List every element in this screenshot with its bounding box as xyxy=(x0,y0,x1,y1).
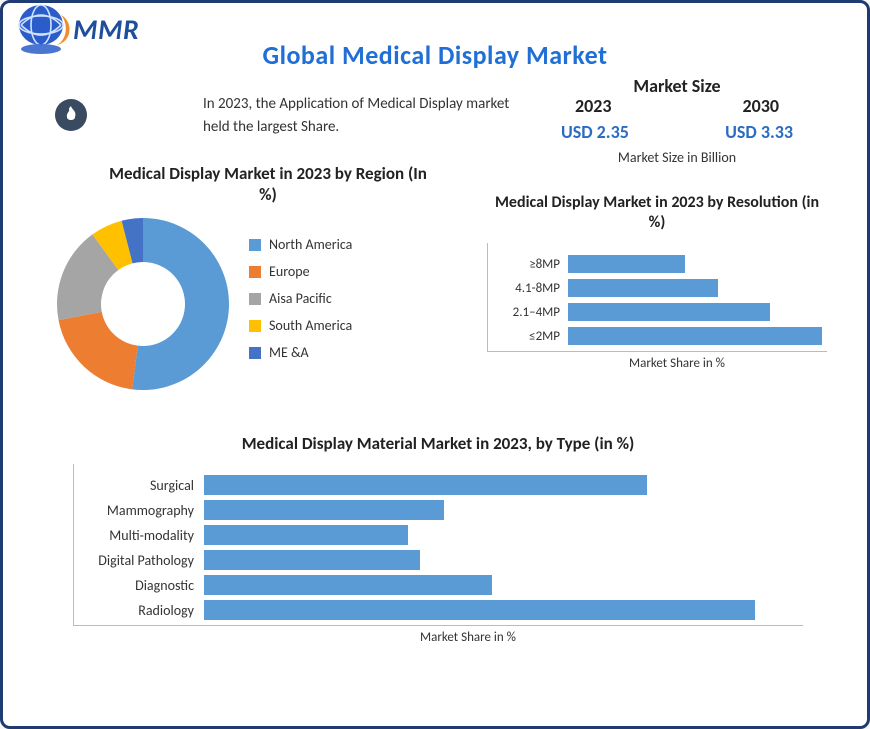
bar-track xyxy=(568,327,827,345)
type-bar-area: Surgical Mammography Multi-modality Digital… xyxy=(73,464,803,626)
legend-label: North America xyxy=(269,236,352,253)
report-frame: MMR Global Medical Display Market In 202… xyxy=(0,0,870,729)
resolution-axis-caption: Market Share in % xyxy=(527,356,827,371)
market-size-heading: Market Size xyxy=(547,75,807,97)
bar-track xyxy=(204,575,803,595)
page-title: Global Medical Display Market xyxy=(21,39,849,71)
resolution-bar-row: ≤2MP xyxy=(488,327,827,345)
legend-item: North America xyxy=(249,236,352,253)
bar-label: Digital Pathology xyxy=(74,552,204,569)
legend-label: ME &A xyxy=(269,344,309,361)
donut-slice xyxy=(132,218,229,390)
resolution-bar-area: ≥8MP 4.1-8MP 2.1–4MP ≤2MP xyxy=(487,243,827,352)
type-bar-row: Multi-modality xyxy=(74,525,803,545)
resolution-bar-section: Medical Display Market in 2023 by Resolu… xyxy=(487,193,827,371)
bar-label: ≥8MP xyxy=(488,257,568,272)
bar-label: Multi-modality xyxy=(74,527,204,544)
bar-track xyxy=(568,279,827,297)
report-badge xyxy=(55,99,87,131)
bar-track xyxy=(204,550,803,570)
bar-fill xyxy=(568,327,822,345)
region-legend: North America Europe Aisa Pacific South Ame… xyxy=(249,236,352,371)
region-donut-chart xyxy=(53,214,233,394)
legend-item: Aisa Pacific xyxy=(249,290,352,307)
legend-label: Europe xyxy=(269,263,310,280)
bar-fill xyxy=(568,303,770,321)
type-bar-row: Mammography xyxy=(74,500,803,520)
bar-fill xyxy=(204,500,444,520)
market-size-value-1: USD 2.35 xyxy=(561,121,629,143)
bar-fill xyxy=(204,550,420,570)
legend-swatch xyxy=(249,239,261,251)
resolution-bar-row: 4.1-8MP xyxy=(488,279,827,297)
donut-slice xyxy=(59,311,138,388)
type-bar-row: Diagnostic xyxy=(74,575,803,595)
bar-label: Mammography xyxy=(74,502,204,519)
brand-logo: MMR xyxy=(13,1,139,57)
resolution-title: Medical Display Market in 2023 by Resolu… xyxy=(487,193,827,233)
legend-label: South America xyxy=(269,317,352,334)
legend-item: Europe xyxy=(249,263,352,280)
market-size-years: 2023 2030 xyxy=(547,95,807,117)
intro-text: In 2023, the Application of Medical Disp… xyxy=(203,93,533,140)
region-donut-title: Medical Display Market in 2023 by Region… xyxy=(108,163,428,206)
bar-fill xyxy=(204,575,492,595)
legend-swatch xyxy=(249,347,261,359)
bar-track xyxy=(568,255,827,273)
resolution-bar-row: 2.1–4MP xyxy=(488,303,827,321)
bar-fill xyxy=(568,255,685,273)
flame-icon xyxy=(63,106,79,124)
bar-label: ≤2MP xyxy=(488,329,568,344)
legend-swatch xyxy=(249,293,261,305)
bar-track xyxy=(568,303,827,321)
bar-track xyxy=(204,500,803,520)
type-bar-row: Digital Pathology xyxy=(74,550,803,570)
globe-icon xyxy=(13,1,77,57)
legend-item: South America xyxy=(249,317,352,334)
type-bar-section: Medical Display Material Market in 2023,… xyxy=(73,433,803,645)
brand-name: MMR xyxy=(73,12,139,47)
market-size-year-2: 2030 xyxy=(743,95,780,117)
bar-label: Diagnostic xyxy=(74,577,204,594)
bar-fill xyxy=(568,279,718,297)
bar-label: Radiology xyxy=(74,602,204,619)
type-title: Medical Display Material Market in 2023,… xyxy=(73,433,803,454)
market-size-values: USD 2.35 USD 3.33 xyxy=(547,121,807,143)
legend-swatch xyxy=(249,266,261,278)
market-size-value-2: USD 3.33 xyxy=(725,121,793,143)
region-donut-wrap: North America Europe Aisa Pacific South Ame… xyxy=(53,214,483,394)
bar-track xyxy=(204,475,803,495)
bar-fill xyxy=(204,475,647,495)
market-size-year-1: 2023 xyxy=(575,95,612,117)
bar-track xyxy=(204,525,803,545)
region-donut-section: Medical Display Market in 2023 by Region… xyxy=(53,163,483,394)
bar-track xyxy=(204,600,803,620)
legend-label: Aisa Pacific xyxy=(269,290,332,307)
type-axis-caption: Market Share in % xyxy=(133,630,803,645)
type-bar-row: Radiology xyxy=(74,600,803,620)
resolution-bar-row: ≥8MP xyxy=(488,255,827,273)
legend-swatch xyxy=(249,320,261,332)
market-size-note: Market Size in Billion xyxy=(547,149,807,166)
bar-label: Surgical xyxy=(74,477,204,494)
bar-label: 2.1–4MP xyxy=(488,305,568,320)
market-size-block: Market Size 2023 2030 USD 2.35 USD 3.33 … xyxy=(547,75,807,166)
legend-item: ME &A xyxy=(249,344,352,361)
bar-fill xyxy=(204,525,408,545)
bar-fill xyxy=(204,600,755,620)
type-bar-row: Surgical xyxy=(74,475,803,495)
bar-label: 4.1-8MP xyxy=(488,281,568,296)
